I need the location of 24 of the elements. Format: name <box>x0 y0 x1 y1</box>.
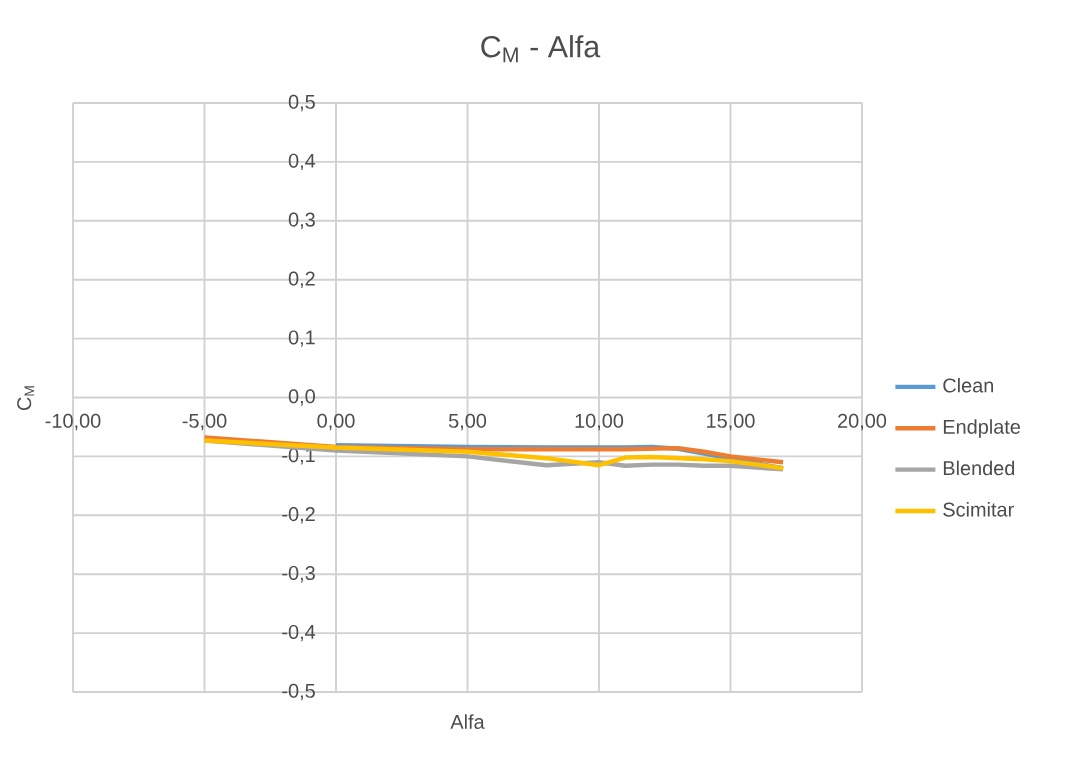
legend-label: Blended <box>943 460 1015 476</box>
y-tick-label: 0,0 <box>288 389 315 406</box>
x-tick-label: 15,00 <box>707 413 755 431</box>
legend-label: Clean <box>943 377 994 393</box>
chart-title: C$_{M}$ - Alfa <box>481 35 601 63</box>
legend-label: Scimitar <box>943 502 1014 517</box>
x-axis-title: Alfa <box>450 714 485 729</box>
y-tick-label: 0,1 <box>288 330 315 347</box>
legend-label: Endplate <box>943 419 1021 438</box>
x-tick-label: -10,00 <box>45 413 101 431</box>
x-tick-label: 20,00 <box>838 413 887 431</box>
x-tick-label: -5,00 <box>182 413 227 431</box>
x-tick-label: 10,00 <box>575 413 624 431</box>
y-tick-label: -0,5 <box>282 683 315 701</box>
y-tick-label: 0,4 <box>288 153 316 171</box>
x-tick-label: 5,00 <box>448 413 487 431</box>
y-tick-label: -0,3 <box>282 565 315 583</box>
y-tick-label: 0,5 <box>288 94 315 112</box>
y-tick-label: 0,2 <box>288 271 315 288</box>
y-tick-label: -0,2 <box>282 507 315 524</box>
y-tick-label: 0,3 <box>288 212 315 230</box>
y-tick-label: -0,4 <box>282 624 316 642</box>
y-axis-title: C$_{M}$ <box>17 386 35 411</box>
x-tick-label: 0,00 <box>317 413 355 431</box>
